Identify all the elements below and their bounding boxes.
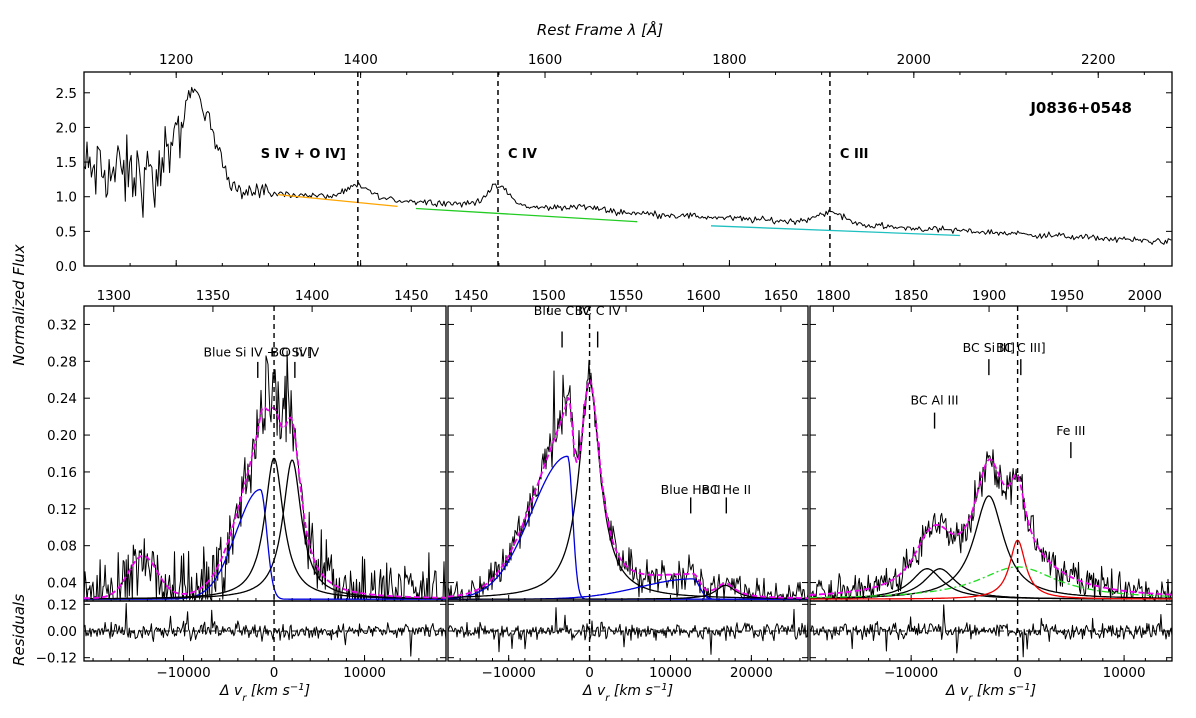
velocity-axis-label: Δ vr [km s−1] bbox=[582, 682, 673, 704]
component-annotation: BC Si IV bbox=[271, 345, 320, 360]
residuals-axis-label: Residuals bbox=[10, 594, 28, 666]
emission-line-label: C IV bbox=[508, 147, 537, 162]
wavelength-tick-label: 1850 bbox=[894, 288, 928, 304]
flux-tick-label: 0.12 bbox=[47, 502, 77, 518]
component-annotation: BC C IV bbox=[575, 303, 621, 318]
residual-line bbox=[809, 604, 1173, 658]
fit-component-bc bbox=[447, 381, 808, 600]
wavelength-tick-label: 1550 bbox=[609, 288, 643, 304]
flux-tick-label: 0.24 bbox=[47, 391, 77, 407]
velocity-tick-label: 10000 bbox=[649, 665, 692, 681]
observed-spectrum-line bbox=[810, 449, 1173, 602]
emission-line-label: S IV + O IV] bbox=[261, 147, 346, 162]
velocity-axis-label: Δ vr [km s−1] bbox=[945, 682, 1036, 704]
continuum-segment bbox=[277, 193, 398, 208]
top-xtick-label: 1600 bbox=[528, 52, 562, 68]
component-annotation: BC Al III bbox=[911, 393, 959, 408]
top-panel-frame bbox=[83, 71, 1173, 267]
fit-component-fe3 bbox=[810, 566, 1172, 599]
wavelength-tick-label: 1500 bbox=[531, 288, 565, 304]
wavelength-tick-label: 1400 bbox=[295, 288, 329, 304]
top-spectrum-line bbox=[83, 86, 1172, 245]
flux-tick-label: 0.16 bbox=[47, 465, 77, 481]
wavelength-tick-label: 1900 bbox=[972, 288, 1006, 304]
component-annotation: Fe III bbox=[1056, 423, 1085, 438]
wavelength-tick-label: 1650 bbox=[764, 288, 798, 304]
top-xtick-label: 1800 bbox=[712, 52, 746, 68]
velocity-tick-label: 10000 bbox=[1103, 665, 1146, 681]
wavelength-tick-label: 1300 bbox=[97, 288, 131, 304]
top-ytick-label: 0.5 bbox=[56, 224, 77, 240]
fit-component-heii_bc bbox=[448, 584, 808, 600]
top-xtick-label: 1400 bbox=[343, 52, 377, 68]
component-annotation: BC Si III] bbox=[963, 340, 1015, 355]
velocity-axis-label: Δ vr [km s−1] bbox=[219, 682, 310, 704]
residual-tick-label: 0.00 bbox=[47, 624, 77, 640]
wavelength-tick-label: 1450 bbox=[394, 288, 428, 304]
fit-component-al3b bbox=[810, 568, 1173, 600]
top-xtick-label: 1200 bbox=[159, 52, 193, 68]
residual-line bbox=[447, 607, 809, 655]
flux-tick-label: 0.20 bbox=[47, 428, 77, 444]
continuum-segment bbox=[415, 207, 638, 223]
top-ytick-label: 2.0 bbox=[56, 120, 77, 136]
velocity-tick-label: 0 bbox=[270, 665, 279, 681]
wavelength-tick-label: 1950 bbox=[1050, 288, 1084, 304]
component-annotation: Blue Si IV + O IV] bbox=[203, 345, 312, 360]
top-ytick-label: 0.0 bbox=[56, 259, 77, 275]
wavelength-tick-label: 2000 bbox=[1128, 288, 1162, 304]
emission-line-label: C III bbox=[840, 147, 869, 162]
wavelength-tick-label: 1600 bbox=[686, 288, 720, 304]
fit-panel-frame bbox=[447, 305, 809, 602]
flux-tick-label: 0.04 bbox=[47, 576, 77, 592]
continuum-segment bbox=[710, 225, 960, 237]
velocity-tick-label: 20000 bbox=[730, 665, 773, 681]
component-annotation: Blue He II bbox=[661, 482, 721, 497]
wavelength-tick-label: 1800 bbox=[816, 288, 850, 304]
velocity-tick-label: 10000 bbox=[343, 665, 386, 681]
fit-component-si3 bbox=[810, 495, 1173, 599]
fit-component-al3a bbox=[809, 568, 1172, 600]
velocity-tick-label: −10000 bbox=[482, 665, 536, 681]
top-xtick-label: 2000 bbox=[897, 52, 931, 68]
fit-component-bc2 bbox=[84, 459, 446, 600]
residual-tick-label: −0.12 bbox=[36, 651, 77, 667]
component-annotation: Blue C IV bbox=[534, 303, 591, 318]
top-ytick-label: 1.0 bbox=[56, 190, 77, 206]
flux-tick-label: 0.32 bbox=[47, 317, 77, 333]
fit-component-c3 bbox=[810, 539, 1172, 600]
residual-tick-label: 0.12 bbox=[47, 597, 77, 613]
total-model-line bbox=[809, 458, 1173, 596]
total-model-line bbox=[447, 378, 808, 599]
flux-tick-label: 0.08 bbox=[47, 539, 77, 555]
wavelength-tick-label: 1350 bbox=[196, 288, 230, 304]
observed-spectrum-line bbox=[83, 350, 447, 602]
velocity-tick-label: −10000 bbox=[156, 665, 210, 681]
residual-line bbox=[83, 603, 447, 657]
component-annotation: BC C III] bbox=[996, 340, 1046, 355]
top-ytick-label: 2.5 bbox=[56, 86, 77, 102]
observed-spectrum-line bbox=[447, 359, 809, 602]
wavelength-tick-label: 1450 bbox=[454, 288, 488, 304]
object-name-label: J0836+0548 bbox=[1029, 99, 1132, 117]
top-xtick-label: 2200 bbox=[1081, 52, 1115, 68]
velocity-tick-label: 0 bbox=[585, 665, 594, 681]
velocity-tick-label: −10000 bbox=[884, 665, 938, 681]
total-model-line bbox=[84, 406, 446, 600]
component-annotation: BC He II bbox=[702, 482, 752, 497]
y-axis-label: Normalized Flux bbox=[10, 244, 28, 365]
top-ytick-label: 1.5 bbox=[56, 155, 77, 171]
flux-tick-label: 0.28 bbox=[47, 354, 77, 370]
top-x-axis-label: Rest Frame λ [Å] bbox=[537, 20, 663, 39]
velocity-tick-label: 0 bbox=[1013, 665, 1022, 681]
